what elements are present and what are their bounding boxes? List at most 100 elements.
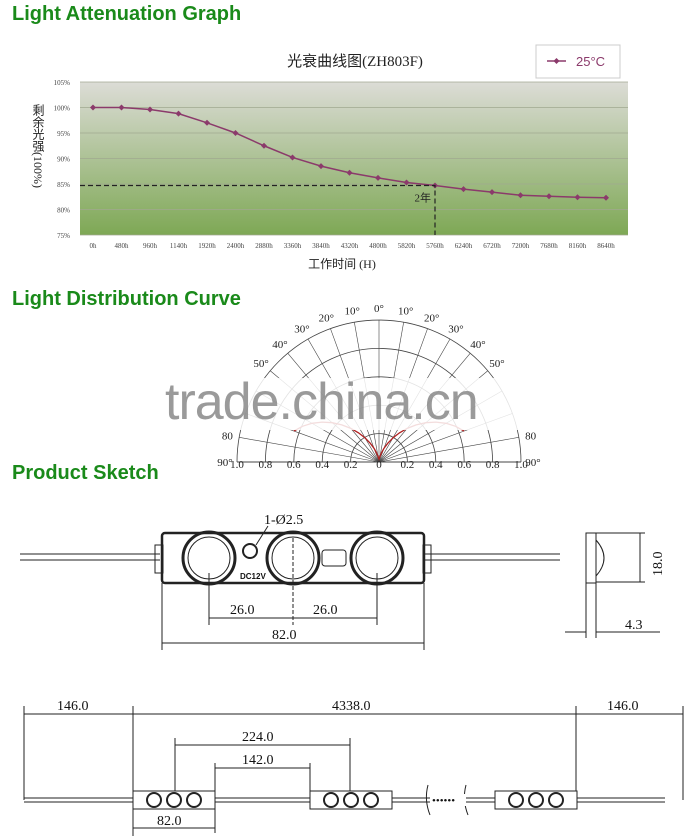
y-tick-label: 80%	[57, 207, 70, 215]
x-tick-label: 8160h	[569, 242, 587, 250]
angle-label: 30°	[448, 324, 463, 336]
y-axis-title: 剩余光强(100%)	[31, 104, 45, 188]
data-point	[90, 104, 96, 111]
attenuation-chart: 光衰曲线图(ZH803F) 25°C 75% 80% 85% 90% 95% 100% 10…	[31, 44, 628, 271]
data-point	[460, 186, 467, 193]
legend-label: 25°C	[576, 54, 605, 69]
data-point	[517, 192, 524, 199]
x-tick-label: 1140h	[170, 242, 188, 250]
data-point	[375, 174, 381, 181]
hole-label: 1-Ø2.5	[264, 513, 303, 528]
dim-spacing-a: 224.0	[242, 730, 274, 745]
data-point	[204, 119, 210, 126]
section-title-sketch: Product Sketch	[12, 462, 159, 484]
angle-label: 50°	[253, 358, 268, 370]
strip-module-2	[309, 790, 393, 810]
x-tick-label: 2880h	[255, 242, 273, 250]
angle-label: 20°	[424, 312, 439, 324]
radial-label: 0.8	[259, 459, 273, 471]
data-point	[346, 169, 353, 176]
data-point	[147, 106, 153, 113]
dim-module-len: 82.0	[157, 814, 182, 829]
dim-height: 18.0	[651, 552, 666, 577]
chart-title: 光衰曲线图(ZH803F)	[287, 53, 423, 70]
x-tick-label: 2400h	[227, 242, 245, 250]
x-tick-label: 4800h	[369, 242, 387, 250]
angle-label: 80	[222, 430, 234, 442]
data-point	[403, 179, 410, 186]
annotation-line	[80, 184, 436, 235]
radial-label: 0.2	[401, 459, 415, 471]
x-tick-label: 5760h	[426, 242, 444, 250]
x-tick-label: 0h	[90, 242, 98, 250]
radial-label: 0.4	[429, 459, 443, 471]
x-tick-label: 7680h	[540, 242, 558, 250]
data-point	[546, 193, 552, 200]
section-title-distribution: Light Distribution Curve	[12, 288, 241, 310]
dim-pitch-left: 26.0	[230, 603, 255, 618]
dim-spacing-b: 142.0	[242, 753, 274, 768]
data-point	[574, 194, 581, 201]
product-sketch: 1-Ø2.5 DC12V 26.0 26.0 82.0 18.0 4.3 146…	[20, 513, 684, 836]
y-tick-label: 75%	[57, 232, 70, 240]
x-axis-title: 工作时间 (H)	[308, 257, 376, 271]
ellipsis: ••••••	[432, 795, 455, 807]
y-tick-label: 95%	[57, 130, 70, 138]
radial-label: 0.8	[486, 459, 500, 471]
polar-spoke	[239, 437, 380, 463]
angle-label: 90°	[525, 457, 540, 469]
angle-label: 10°	[398, 305, 413, 317]
angle-label: 30°	[294, 324, 309, 336]
data-point	[318, 163, 324, 170]
data-point	[261, 142, 267, 149]
dim-lead-left: 146.0	[57, 699, 89, 714]
watermark-band	[150, 378, 550, 430]
radial-label: 1.0	[230, 459, 244, 471]
x-tick-label: 6240h	[455, 242, 473, 250]
x-tick-label: 3840h	[312, 242, 330, 250]
strip-module-3	[494, 790, 578, 810]
data-point	[489, 189, 495, 196]
data-point	[603, 194, 609, 201]
y-tick-label: 85%	[57, 181, 70, 189]
dim-total: 4338.0	[332, 699, 371, 714]
side-view	[585, 532, 597, 584]
dim-depth: 4.3	[625, 618, 643, 633]
angle-label: 80	[525, 430, 537, 442]
angle-label: 20°	[319, 312, 334, 324]
x-tick-label: 960h	[143, 242, 158, 250]
data-point	[175, 110, 182, 117]
radial-label: 0.6	[287, 459, 301, 471]
section-title-attenuation: Light Attenuation Graph	[12, 3, 242, 25]
angle-label: 50°	[489, 358, 504, 370]
data-point	[289, 154, 296, 161]
x-tick-label: 8640h	[597, 242, 615, 250]
voltage-label: DC12V	[240, 572, 266, 581]
y-tick-label: 90%	[57, 156, 70, 164]
watermark: trade.china.cn	[165, 373, 479, 431]
x-tick-label: 3360h	[284, 242, 302, 250]
strip-module-1	[132, 790, 216, 810]
angle-label: 0°	[374, 303, 384, 315]
x-tick-label: 6720h	[483, 242, 501, 250]
x-tick-label: 7200h	[512, 242, 530, 250]
angle-label: 40°	[272, 339, 287, 351]
data-point	[118, 104, 125, 111]
angle-label: 40°	[470, 339, 485, 351]
radial-label: 0.4	[315, 459, 329, 471]
radial-label: 0.6	[457, 459, 471, 471]
x-tick-label: 4320h	[341, 242, 359, 250]
radial-label: 0.2	[344, 459, 358, 471]
x-tick-label: 480h	[115, 242, 130, 250]
dim-pitch-right: 26.0	[313, 603, 338, 618]
x-tick-label: 1920h	[198, 242, 216, 250]
data-point	[232, 130, 239, 136]
y-tick-label: 105%	[54, 79, 71, 87]
angle-label: 10°	[345, 305, 360, 317]
radial-label: 1.0	[514, 459, 528, 471]
dim-length: 82.0	[272, 628, 297, 643]
x-tick-label: 5820h	[398, 242, 416, 250]
polar-spoke	[378, 437, 519, 463]
annotation-label: 2年	[415, 191, 432, 205]
